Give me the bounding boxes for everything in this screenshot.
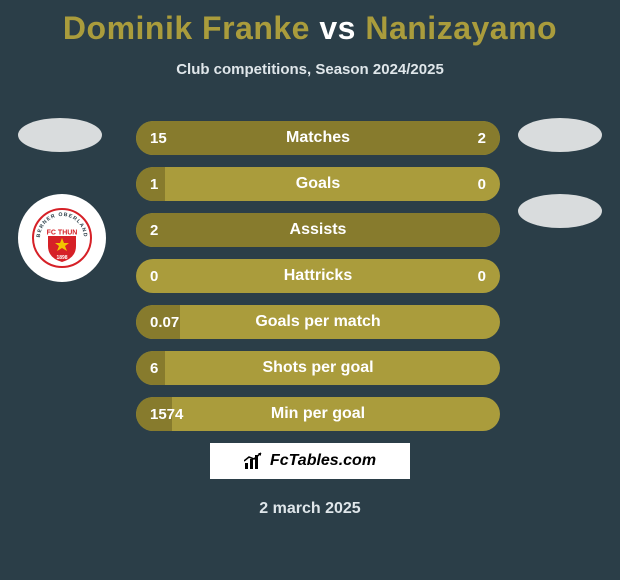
svg-text:1898: 1898	[56, 255, 67, 261]
brand-text: FcTables.com	[270, 452, 376, 470]
vs-text: vs	[319, 10, 356, 46]
placeholder-ellipse-icon	[18, 118, 102, 152]
svg-text:FC THUN: FC THUN	[47, 230, 78, 237]
comparison-title: Dominik Franke vs Nanizayamo	[0, 0, 620, 47]
stat-label: Assists	[136, 213, 500, 247]
placeholder-ellipse-icon	[518, 118, 602, 152]
stat-label: Matches	[136, 121, 500, 155]
stat-label: Shots per goal	[136, 351, 500, 385]
bar-chart-icon	[244, 452, 264, 470]
player1-name: Dominik Franke	[63, 10, 310, 46]
player2-name: Nanizayamo	[365, 10, 557, 46]
club-shield-icon: BERNER OBERLAND FC THUN 1898	[32, 208, 92, 268]
stat-row: 00Hattricks	[136, 259, 500, 293]
stat-row: 10Goals	[136, 167, 500, 201]
stat-bars: 152Matches 10Goals 2Assists 00Hattricks 0.07…	[136, 121, 500, 431]
stat-row: 0.07Goals per match	[136, 305, 500, 339]
stat-label: Goals per match	[136, 305, 500, 339]
stat-row: 1574Min per goal	[136, 397, 500, 431]
stat-row: 152Matches	[136, 121, 500, 155]
right-badges	[518, 118, 602, 228]
club-badge-fc-thun: BERNER OBERLAND FC THUN 1898	[18, 194, 106, 282]
left-badges: BERNER OBERLAND FC THUN 1898	[18, 118, 106, 282]
stat-label: Goals	[136, 167, 500, 201]
subtitle: Club competitions, Season 2024/2025	[0, 61, 620, 78]
stat-row: 6Shots per goal	[136, 351, 500, 385]
stat-label: Min per goal	[136, 397, 500, 431]
placeholder-ellipse-icon	[518, 194, 602, 228]
date-text: 2 march 2025	[0, 500, 620, 518]
stat-label: Hattricks	[136, 259, 500, 293]
brand-logo: FcTables.com	[210, 443, 410, 479]
stat-row: 2Assists	[136, 213, 500, 247]
